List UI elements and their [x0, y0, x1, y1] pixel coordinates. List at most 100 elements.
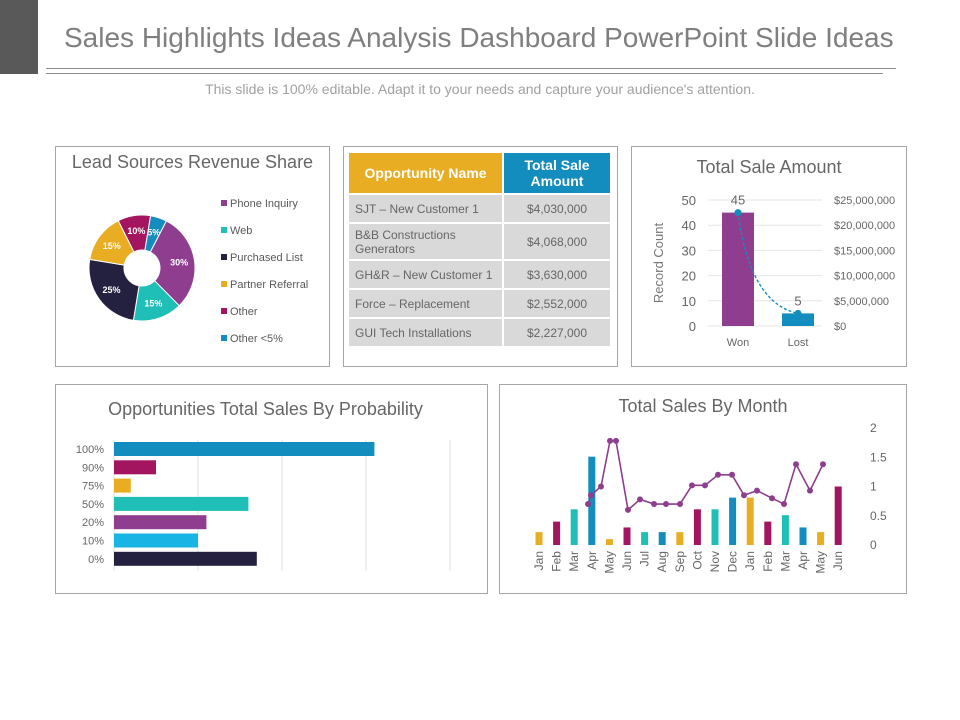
data-label: 5: [794, 293, 801, 308]
probability-bar-chart: 100% 90% 75% 50% 20% 10% 0%: [76, 440, 451, 571]
probability-panel: Opportunities Total Sales By Probability…: [55, 384, 488, 594]
legend-item: Other <5%: [221, 333, 283, 345]
line-point: [754, 487, 760, 494]
x-tick-label: May: [814, 551, 828, 574]
y-tick-label: 0%: [88, 554, 104, 566]
x-tick-label: Jan: [532, 551, 546, 570]
bar: [799, 527, 807, 545]
sale-amount-cell: $3,630,000: [504, 261, 610, 288]
x-tick-label: Oct: [690, 550, 704, 569]
x-tick-label: Jun: [831, 551, 845, 570]
legend-label: Phone Inquiry: [230, 198, 298, 210]
bar: [114, 496, 249, 511]
line-point: [607, 437, 613, 444]
x-tick-label: Mar: [778, 551, 792, 572]
bar: [114, 515, 207, 530]
opportunity-name-cell: Force – Replacement: [349, 290, 502, 317]
y2-tick-label: $15,000,000: [834, 245, 895, 257]
pie-slice: [88, 258, 140, 321]
data-label: 45: [731, 193, 745, 208]
bar: [676, 532, 684, 545]
bar: [711, 509, 719, 545]
opportunity-name-cell: GH&R – New Customer 1: [349, 261, 502, 288]
bar: [114, 478, 131, 493]
bar: [722, 212, 754, 326]
x-tick-label: Lost: [788, 337, 809, 349]
slide-title: Sales Highlights Ideas Analysis Dashboar…: [64, 22, 894, 53]
x-tick-label: Jan: [743, 551, 757, 570]
y-tick-label: 50: [682, 193, 696, 208]
opportunity-name-cell: B&B Constructions Generators: [349, 224, 502, 259]
legend-item: Purchased List: [221, 252, 303, 264]
pie-slice: [149, 220, 196, 307]
line-point: [585, 501, 591, 508]
table-row: B&B Constructions Generators $4,068,000: [349, 224, 610, 259]
x-tick-label: Won: [727, 337, 749, 349]
x-tick-label: Jun: [620, 551, 634, 570]
legend-label: Web: [230, 225, 253, 237]
line-point: [588, 492, 594, 499]
sale-amount-cell: $4,030,000: [504, 195, 610, 222]
y-tick-label: 0: [870, 538, 877, 552]
x-tick-label: May: [602, 551, 616, 574]
bar: [729, 497, 737, 545]
line-point: [781, 501, 787, 508]
bar: [114, 460, 156, 475]
pie-slice-label: 30%: [170, 257, 188, 267]
table-row: GUI Tech Installations $2,227,000: [349, 319, 610, 346]
y-tick-label: 10%: [82, 536, 104, 548]
bar: [114, 551, 257, 566]
line-point: [715, 471, 721, 478]
legend-label: Partner Referral: [230, 279, 309, 291]
bar: [570, 509, 578, 545]
line-point: [793, 461, 799, 468]
y-tick-label: 10: [682, 294, 696, 309]
legend-item: Phone Inquiry: [221, 198, 298, 210]
y-tick-label: 90%: [82, 462, 104, 474]
y-tick-label: 1: [870, 480, 877, 494]
bar: [641, 532, 649, 545]
line-point: [663, 501, 669, 508]
bar: [553, 521, 561, 545]
pie-slice-label: 25%: [103, 285, 121, 295]
line-point: [734, 209, 742, 217]
y-tick-label: 1.5: [870, 450, 887, 464]
line-point: [702, 482, 708, 489]
y2-tick-label: $10,000,000: [834, 271, 895, 283]
bar: [817, 532, 825, 545]
line-point: [689, 482, 695, 489]
bar: [114, 442, 375, 456]
table-row: GH&R – New Customer 1 $3,630,000: [349, 261, 610, 288]
legend-label: Purchased List: [230, 252, 303, 264]
line-point: [741, 492, 747, 499]
sales-by-month-title: Total Sales By Month: [618, 396, 788, 416]
col-header-opportunity-name: Opportunity Name: [349, 153, 502, 193]
y-tick-label: 0.5: [870, 509, 887, 523]
bar: [535, 532, 543, 545]
total-sale-amount-title: Total Sale Amount: [696, 157, 842, 177]
y-axis-label: Record Count: [651, 223, 666, 304]
title-divider-bottom: [46, 73, 883, 74]
legend-label: Other <5%: [230, 333, 283, 345]
y-tick-label: 20%: [82, 517, 104, 529]
y-tick-label: 30: [682, 243, 696, 258]
pie-slice-label: 5%: [147, 227, 160, 237]
opportunity-name-cell: SJT – New Customer 1: [349, 195, 502, 222]
opportunity-name-cell: GUI Tech Installations: [349, 319, 502, 346]
lead-sources-panel: Lead Sources Revenue Share 30% 15% 25% 15% 1…: [55, 146, 330, 367]
pie-slice-label: 15%: [144, 299, 162, 309]
bar: [658, 532, 666, 545]
y-tick-label: 40: [682, 218, 696, 233]
line-point: [613, 437, 619, 444]
title-divider-top: [46, 68, 896, 69]
bar: [623, 527, 631, 545]
slide-subtitle: This slide is 100% editable. Adapt it to…: [205, 81, 755, 97]
line-point: [637, 496, 643, 503]
bar: [834, 486, 842, 545]
line-point: [651, 501, 657, 508]
total-sale-amount-chart: 0 $0 10 $5,000,000 20 $10,000,000 30 $15,000,00…: [651, 193, 895, 349]
bar: [764, 521, 772, 545]
table-row: Force – Replacement $2,552,000: [349, 290, 610, 317]
y-tick-label: 20: [682, 269, 696, 284]
